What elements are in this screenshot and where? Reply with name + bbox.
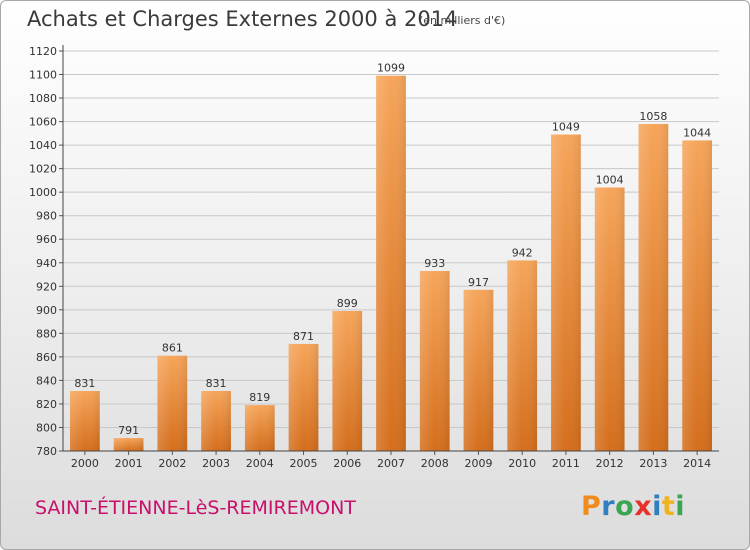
data-label: 819: [249, 391, 270, 404]
logo-letter: i: [675, 491, 686, 522]
data-label: 871: [293, 330, 314, 343]
logo-letter: o: [615, 491, 635, 522]
chart-unit: (en milliers d'€): [419, 14, 506, 27]
y-tick-label: 920: [36, 280, 57, 293]
y-tick-label: 800: [36, 421, 57, 434]
x-tick-label: 2010: [508, 457, 536, 470]
logo-letter: P: [581, 491, 602, 522]
data-label: 917: [468, 276, 489, 289]
data-label: 861: [162, 342, 183, 355]
y-tick-label: 860: [36, 351, 57, 364]
y-tick-label: 1100: [29, 69, 57, 82]
y-tick-label: 960: [36, 233, 57, 246]
x-tick-label: 2005: [290, 457, 318, 470]
logo-letter: t: [661, 491, 676, 522]
bar-shine: [507, 260, 538, 451]
y-tick-label: 1060: [29, 116, 57, 129]
data-label: 1004: [596, 173, 624, 186]
bar-shine: [69, 391, 100, 451]
y-tick-label: 840: [36, 374, 57, 387]
data-label: 1058: [639, 110, 667, 123]
data-label: 942: [512, 246, 533, 259]
chart-title: Achats et Charges Externes 2000 à 2014: [27, 7, 458, 31]
bar-shine: [376, 75, 406, 452]
y-tick-label: 1120: [29, 45, 57, 58]
bar-shine: [157, 355, 188, 451]
x-tick-label: 2001: [115, 457, 143, 470]
x-tick-label: 2004: [246, 457, 274, 470]
bar-shine: [288, 343, 319, 451]
data-label: 1044: [683, 126, 711, 139]
x-tick-label: 2008: [421, 457, 449, 470]
y-tick-label: 1080: [29, 92, 57, 105]
x-tick-label: 2014: [683, 457, 711, 470]
y-tick-label: 940: [36, 257, 57, 270]
logo-letter: r: [601, 491, 616, 522]
bar-shine: [113, 438, 144, 451]
bar-shine: [419, 271, 450, 451]
y-tick-label: 1000: [29, 186, 57, 199]
data-label: 831: [206, 377, 227, 390]
y-tick-label: 1020: [29, 163, 57, 176]
data-label: 831: [74, 377, 95, 390]
y-tick-label: 880: [36, 327, 57, 340]
bar-shine: [682, 140, 713, 452]
x-tick-label: 2011: [552, 457, 580, 470]
proxiti-logo: Proxiti: [581, 491, 685, 522]
data-label: 933: [424, 257, 445, 270]
x-tick-label: 2000: [71, 457, 99, 470]
data-label: 899: [337, 297, 358, 310]
bar-shine: [594, 187, 625, 451]
x-tick-label: 2013: [639, 457, 667, 470]
data-label: 1099: [377, 62, 405, 75]
y-tick-label: 980: [36, 210, 57, 223]
data-label: 1049: [552, 121, 580, 134]
x-tick-label: 2007: [377, 457, 405, 470]
x-tick-label: 2002: [158, 457, 186, 470]
x-tick-label: 2006: [333, 457, 361, 470]
bar-shine: [551, 134, 581, 451]
x-tick-label: 2003: [202, 457, 230, 470]
y-tick-label: 900: [36, 304, 57, 317]
y-tick-label: 1040: [29, 139, 57, 152]
x-tick-label: 2009: [464, 457, 492, 470]
bar-shine: [244, 405, 275, 451]
bar-shine: [463, 289, 494, 451]
y-tick-label: 820: [36, 398, 57, 411]
bar-shine: [201, 391, 231, 451]
bar-shine: [638, 123, 669, 452]
logo-letter: x: [634, 491, 653, 522]
commune-name: SAINT-ÉTIENNE-LèS-REMIREMONT: [35, 497, 356, 519]
y-tick-label: 780: [36, 445, 57, 458]
x-tick-label: 2012: [596, 457, 624, 470]
logo-letter: i: [652, 491, 662, 522]
data-label: 791: [118, 424, 139, 437]
bar-shine: [332, 311, 363, 451]
